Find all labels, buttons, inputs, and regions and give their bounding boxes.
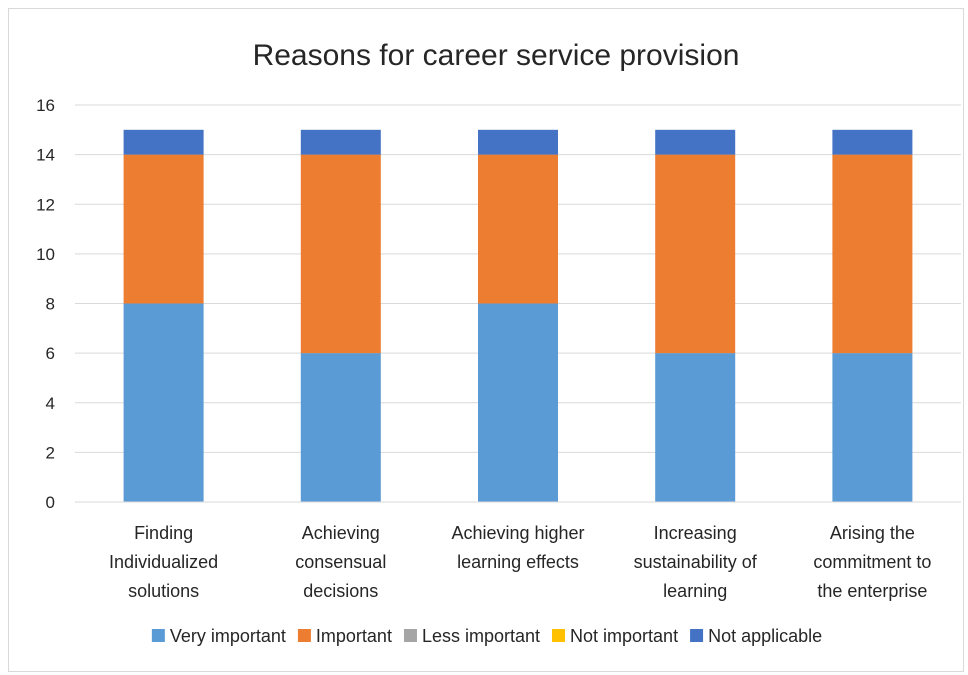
x-axis-categories: Finding Individualized solutions Achieving c… [109,523,931,601]
bar-segment [300,353,381,502]
bar-segment [655,154,736,354]
legend-label: Not important [570,626,678,646]
bar-segment [478,129,558,155]
legend-swatch [403,629,417,642]
y-tick-label: 8 [46,295,55,314]
x-category-label: Individualized [109,552,218,572]
stacked-bar-chart: Reasons for career service provision 0 2 4… [36,39,961,646]
x-category-label: commitment to [813,552,931,572]
y-tick-label: 10 [36,245,55,264]
bar-segment [478,154,558,304]
bar-segment [832,129,913,155]
y-tick-label: 6 [46,344,55,363]
y-tick-label: 0 [46,493,55,512]
bar-segment [655,353,736,502]
bar-segment [300,154,381,354]
x-category-label: consensual [295,552,386,572]
x-category-label: Increasing [654,523,737,543]
y-tick-label: 16 [36,96,55,115]
bar-segment [832,353,913,502]
bar-segment [832,154,913,354]
x-category-label: sustainability of [634,552,758,572]
legend-label: Important [316,626,392,646]
y-tick-label: 2 [46,443,55,462]
bar-segment [123,303,204,502]
x-category-label: learning [663,581,727,601]
y-tick-label: 4 [46,394,55,413]
chart-title: Reasons for career service provision [253,39,740,72]
x-category-label: learning effects [457,552,579,572]
bars [123,129,913,502]
bar-segment [300,129,381,155]
legend-swatch [690,629,704,642]
legend-swatch [151,629,165,642]
legend-label: Very important [170,626,286,646]
bar-segment [478,303,558,502]
bar-segment [655,129,736,155]
legend-label: Not applicable [708,626,822,646]
y-tick-label: 14 [36,146,55,165]
y-tick-label: 12 [36,195,55,214]
x-category-label: Achieving higher [451,523,584,543]
legend: Very important Important Less important Not… [151,626,822,646]
x-category-label: Achieving [302,523,380,543]
x-category-label: Arising the [830,523,915,543]
y-axis-ticks: 0 2 4 6 8 10 12 14 16 [36,96,55,512]
legend-swatch [297,629,311,642]
legend-swatch [552,629,566,642]
legend-label: Less important [422,626,540,646]
x-category-label: the enterprise [817,581,927,601]
bar-segment [123,154,204,304]
x-category-label: Finding [134,523,193,543]
bar-segment [123,129,204,155]
x-category-label: decisions [303,581,378,601]
x-category-label: solutions [128,581,199,601]
chart-area: Reasons for career service provision 0 2 4… [8,8,964,672]
